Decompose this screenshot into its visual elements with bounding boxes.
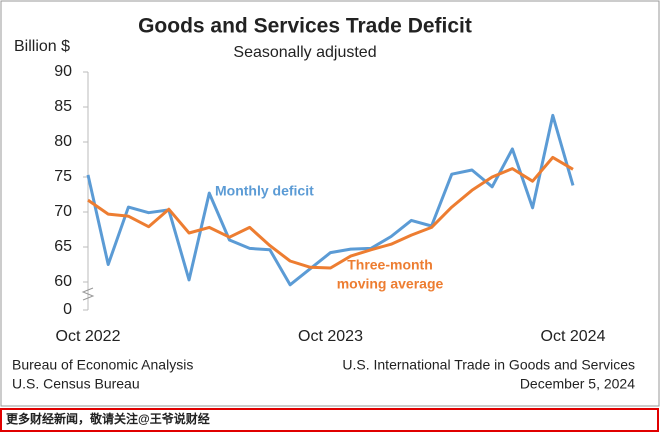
y-tick-label: 70 xyxy=(54,203,72,220)
source: U.S. Census Bureau xyxy=(12,376,140,392)
x-tick-label: Oct 2024 xyxy=(541,328,606,345)
y-tick-label: 90 xyxy=(54,63,72,80)
date: December 5, 2024 xyxy=(520,376,635,392)
y-tick-label: 80 xyxy=(54,133,72,150)
banner-box xyxy=(0,408,659,432)
annotation: Monthly deficit xyxy=(215,183,314,199)
y-tick-label: 60 xyxy=(54,273,72,290)
y-tick-label: 0 xyxy=(63,301,72,318)
y-tick-label: 65 xyxy=(54,238,72,255)
source: Bureau of Economic Analysis xyxy=(12,357,193,373)
annotation: Three-month xyxy=(347,257,433,273)
x-tick-label: Oct 2023 xyxy=(298,328,363,345)
frame xyxy=(0,0,660,407)
report: U.S. International Trade in Goods and Se… xyxy=(342,357,635,373)
series-line xyxy=(87,155,574,270)
axis-break xyxy=(81,287,95,301)
y-tick-label: 75 xyxy=(54,168,72,185)
y-tick-label: 85 xyxy=(54,98,72,115)
chart-title: Goods and Services Trade Deficit xyxy=(138,15,472,38)
y-axis-label: Billion $ xyxy=(14,38,70,55)
annotation: moving average xyxy=(337,276,444,292)
x-tick-label: Oct 2022 xyxy=(56,328,121,345)
chart-subtitle: Seasonally adjusted xyxy=(233,44,376,61)
banner: 更多财经新闻，敬请关注@王爷说财经 xyxy=(6,411,210,426)
